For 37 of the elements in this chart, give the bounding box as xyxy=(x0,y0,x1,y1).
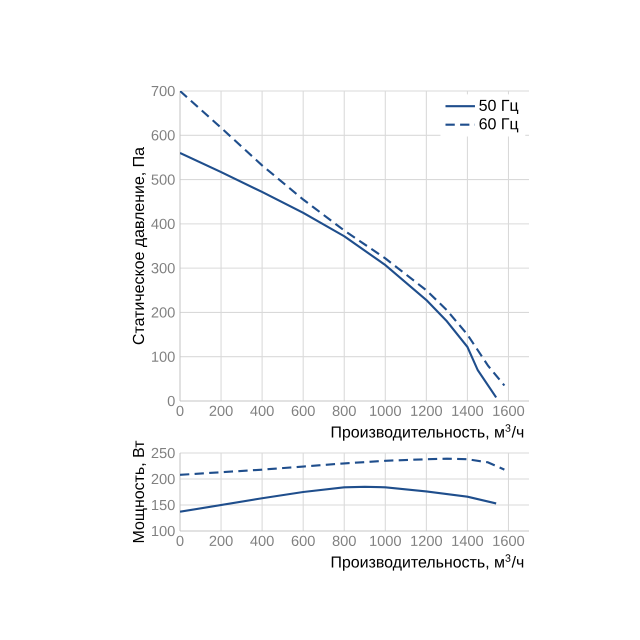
x-axis-title: Производительность, м$^{3}$/ч xyxy=(332,424,524,441)
x-tick-label: 1200 xyxy=(411,406,442,416)
x-tick-label: 1400 xyxy=(452,536,484,546)
x-tick-label: 600 xyxy=(292,536,315,546)
y-axis-title: Статическое давление, Па xyxy=(132,147,148,344)
y-tick-label: 100 xyxy=(152,526,175,536)
x-tick-label: 800 xyxy=(332,536,356,546)
x-tick-label: 400 xyxy=(250,406,274,416)
x-axis-title: Производительность, м$^{3}$/ч xyxy=(332,554,524,571)
x-tick-label: 1200 xyxy=(411,536,442,546)
y-tick-label: 600 xyxy=(152,130,175,140)
x-tick-label: 1600 xyxy=(493,406,524,416)
x-tick-label: 0 xyxy=(176,536,184,546)
x-tick-label: 1000 xyxy=(370,536,401,546)
y-tick-label: 700 xyxy=(152,86,175,96)
legend-label: 50 Гц xyxy=(479,100,518,114)
x-tick-label: 400 xyxy=(250,536,274,546)
x-tick-label: 200 xyxy=(210,406,233,416)
x-tick-label: 200 xyxy=(210,536,233,546)
legend-label: 60 Гц xyxy=(480,118,518,132)
y-tick-label: 250 xyxy=(152,448,175,458)
x-tick-label: 0 xyxy=(176,406,184,416)
x-tick-label: 800 xyxy=(332,406,356,416)
y-tick-label: 200 xyxy=(152,474,175,484)
y-tick-label: 200 xyxy=(152,307,175,318)
y-tick-label: 300 xyxy=(151,262,175,274)
y-tick-label: 400 xyxy=(151,218,175,230)
y-tick-label: 500 xyxy=(152,174,175,185)
x-tick-label: 600 xyxy=(292,406,315,416)
y-tick-label: 150 xyxy=(152,500,175,510)
x-tick-label: 1000 xyxy=(370,406,401,416)
x-tick-label: 1600 xyxy=(493,536,524,546)
y-tick-label: 100 xyxy=(152,352,175,362)
x-tick-label: 1400 xyxy=(452,406,484,416)
y-axis-title: Мощность, Вт xyxy=(132,440,148,542)
line-series xyxy=(180,152,498,399)
y-tick-label: 0 xyxy=(168,396,175,406)
